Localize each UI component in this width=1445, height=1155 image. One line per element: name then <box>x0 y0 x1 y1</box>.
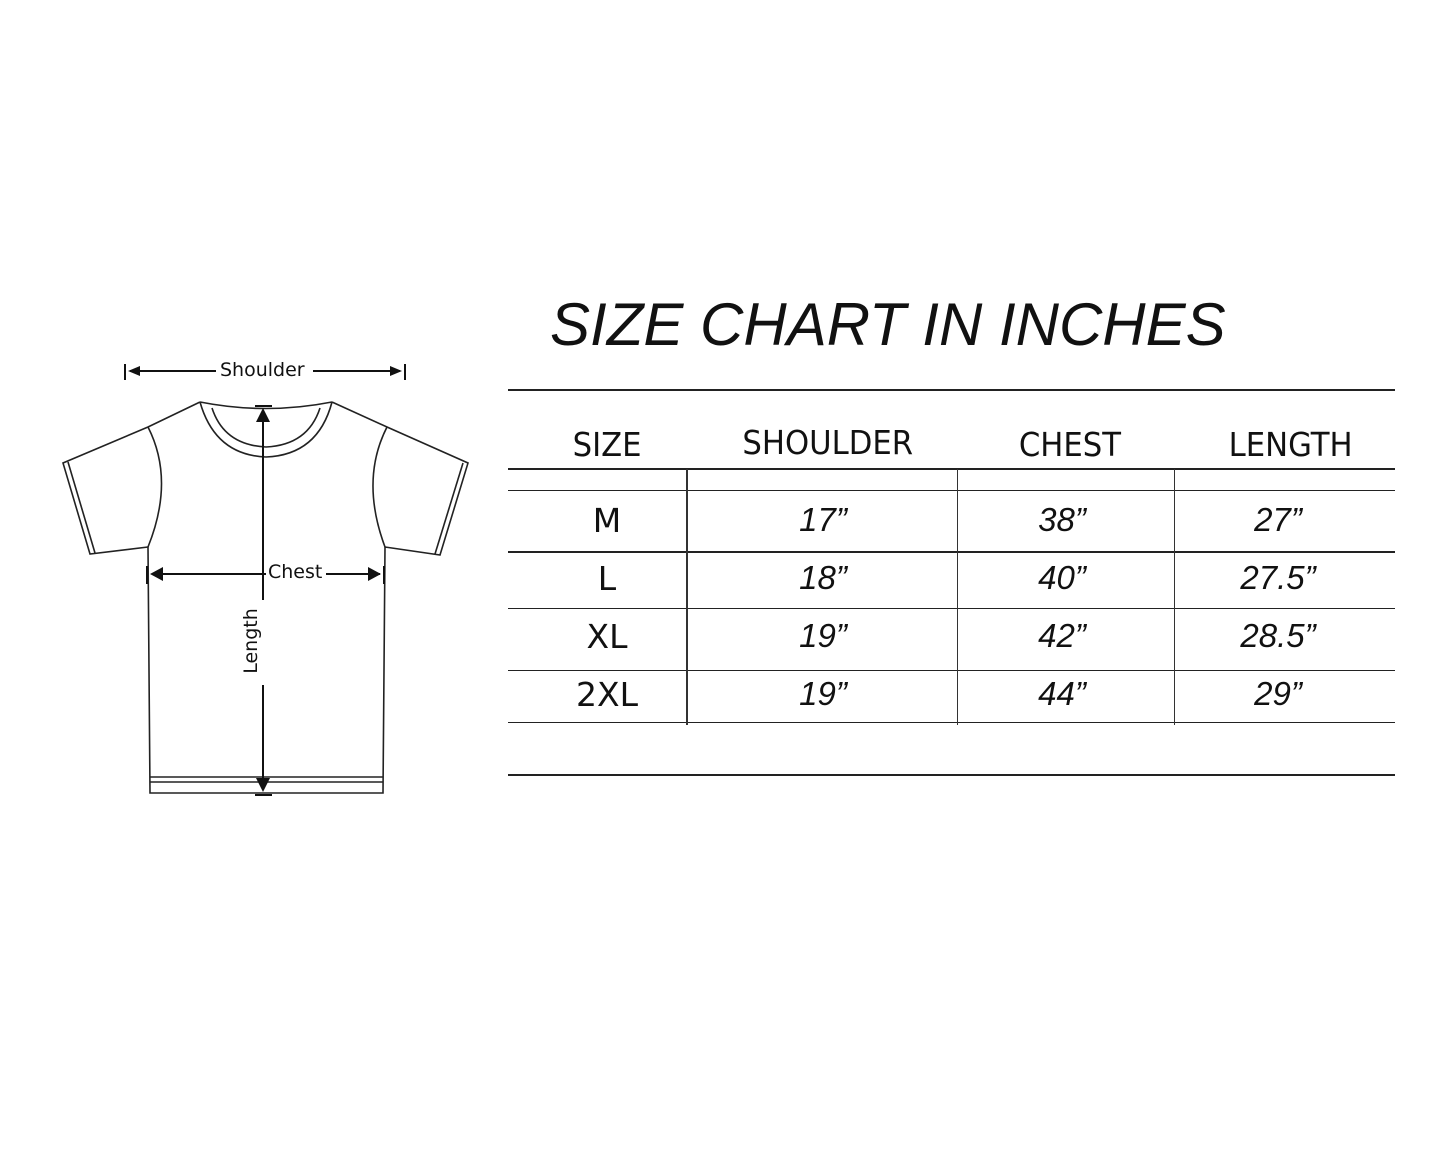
cell-shoulder: 18” <box>799 559 847 596</box>
length-label: Length <box>239 608 262 674</box>
column-divider <box>957 469 958 725</box>
column-divider <box>1174 469 1175 725</box>
cell-size: XL <box>586 617 628 656</box>
column-divider <box>686 469 688 725</box>
cell-size: 2XL <box>576 675 638 714</box>
shoulder-label: Shoulder <box>220 359 305 381</box>
chart-title: SIZE CHART IN INCHES <box>550 291 1226 358</box>
tshirt-outline <box>62 401 469 794</box>
header-chest: CHEST <box>1018 425 1121 464</box>
cell-length: 28.5” <box>1240 617 1316 654</box>
header-shoulder: SHOULDER <box>742 423 914 462</box>
cell-chest: 44” <box>1038 675 1086 712</box>
table-rule <box>508 389 1395 391</box>
table-rule <box>508 670 1395 671</box>
tshirt-diagram <box>62 364 469 796</box>
cell-chest: 38” <box>1038 501 1086 538</box>
table-rule <box>508 551 1395 553</box>
table-rule <box>508 608 1395 609</box>
cell-chest: 42” <box>1038 617 1086 654</box>
cell-shoulder: 19” <box>799 617 847 654</box>
table-rule <box>508 774 1395 776</box>
table-rule <box>508 490 1395 491</box>
cell-size: L <box>597 559 617 598</box>
measurement-arrows <box>124 364 406 796</box>
cell-shoulder: 17” <box>799 501 847 538</box>
cell-length: 27.5” <box>1240 559 1316 596</box>
chest-label: Chest <box>268 561 323 583</box>
header-size: SIZE <box>572 425 642 464</box>
header-length: LENGTH <box>1228 425 1353 464</box>
cell-chest: 40” <box>1038 559 1086 596</box>
cell-length: 27” <box>1254 501 1302 538</box>
cell-size: M <box>592 501 622 540</box>
table-rule <box>508 468 1395 470</box>
table-rule <box>508 722 1395 723</box>
cell-length: 29” <box>1254 675 1302 712</box>
cell-shoulder: 19” <box>799 675 847 712</box>
